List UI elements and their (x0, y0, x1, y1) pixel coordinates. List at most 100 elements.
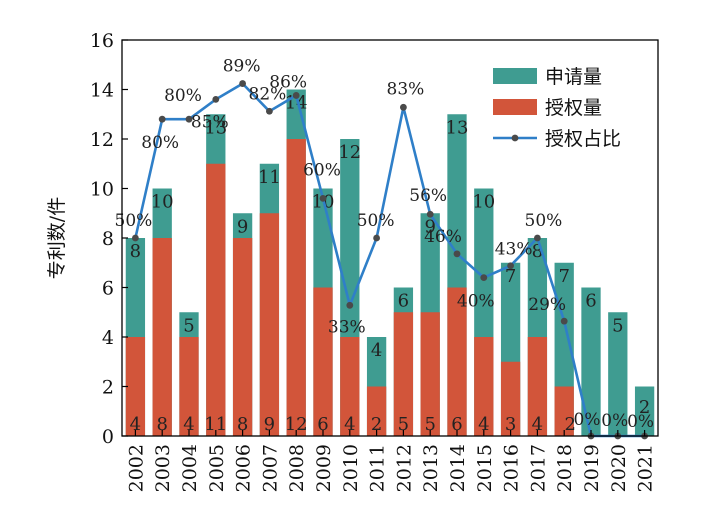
grant-label-2011: 2 (371, 414, 382, 435)
application-label-2020: 5 (612, 315, 623, 336)
x-tick-label-2003: 2003 (152, 444, 174, 492)
ratio-point-2015 (480, 274, 488, 281)
grant-label-2004: 4 (183, 414, 194, 435)
x-tick-label-2018: 2018 (554, 444, 576, 492)
grant-bar-2016 (500, 361, 521, 436)
grant-label-2017: 4 (532, 414, 543, 435)
y-tick-label-6: 6 (102, 278, 114, 300)
x-tick-label-2005: 2005 (206, 444, 228, 492)
grant-label-2002: 4 (130, 414, 141, 435)
ratio-label-2020: 0% (601, 411, 628, 431)
grant-label-2012: 5 (398, 414, 409, 435)
ratio-label-2019: 0% (574, 410, 601, 430)
application-label-2014: 13 (446, 117, 469, 138)
grant-bar-2013 (420, 312, 440, 436)
ratio-label-2010: 33% (328, 317, 366, 337)
grant-label-2003: 8 (156, 414, 167, 435)
ratio-point-2003 (158, 115, 166, 123)
y-axis-label: 专利数/件 (46, 197, 68, 279)
grant-bar-2003 (152, 238, 172, 436)
grant-bar-2011 (366, 386, 387, 436)
ratio-label-2014: 46% (424, 227, 462, 247)
y-tick-label-0: 0 (102, 426, 114, 448)
y-tick-label-12: 12 (90, 129, 114, 151)
grant-bar-2012 (393, 312, 414, 436)
x-tick-label-2017: 2017 (527, 444, 549, 492)
ratio-point-2014 (453, 250, 461, 258)
ratio-label-2016: 43% (495, 240, 533, 260)
application-label-2016: 7 (505, 266, 516, 287)
ratio-label-2011: 50% (357, 211, 395, 231)
ratio-line (134, 82, 645, 438)
x-tick-label-2009: 2009 (313, 444, 335, 492)
application-label-2007: 11 (258, 167, 281, 188)
x-tick-label-2010: 2010 (340, 444, 362, 492)
legend-swatch-grant (493, 99, 537, 115)
x-tick-label-2002: 2002 (125, 444, 147, 492)
ratio-label-2004: 80% (164, 86, 202, 106)
grant-bar-2010 (340, 337, 360, 436)
application-label-2003: 10 (151, 192, 174, 213)
application-label-2017: 8 (532, 241, 543, 262)
application-bar-2021 (634, 386, 655, 436)
ratio-point-2008 (292, 92, 300, 99)
grant-bar-2005 (206, 163, 226, 436)
grant-bar-2004 (179, 337, 199, 436)
application-label-2010: 12 (338, 142, 361, 163)
application-label-2015: 10 (472, 192, 495, 213)
grant-label-2016: 3 (505, 414, 516, 435)
legend-label-ratio: 授权占比 (545, 128, 621, 150)
y-tick-label-4: 4 (102, 327, 114, 349)
ratio-point-2017 (534, 234, 541, 242)
application-label-2005: 13 (204, 117, 227, 138)
ratio-point-2012 (400, 103, 407, 111)
x-tick-label-2007: 2007 (259, 444, 281, 492)
application-label-2013: 9 (424, 216, 435, 237)
ratio-label-2013: 56% (409, 186, 447, 206)
grant-bar-2017 (527, 337, 548, 436)
x-tick-label-2019: 2019 (581, 444, 603, 492)
y-tick-label-2: 2 (102, 377, 114, 399)
application-label-2002: 8 (130, 241, 141, 262)
ratio-point-2016 (507, 262, 514, 270)
x-tick-label-2015: 2015 (474, 444, 496, 492)
ratio-point-2013 (426, 210, 434, 218)
x-tick-label-2008: 2008 (286, 444, 308, 492)
x-tick-label-2020: 2020 (608, 444, 630, 492)
application-bar-2019 (581, 287, 601, 436)
ratio-point-2002 (132, 234, 139, 242)
grant-label-2007: 9 (264, 414, 275, 435)
y-tick-label-8: 8 (102, 228, 114, 250)
ratio-label-2018: 29% (528, 295, 566, 315)
application-label-2012: 6 (398, 291, 409, 312)
ratio-point-2018 (560, 317, 568, 325)
ratio-label-2002: 50% (115, 211, 153, 231)
ratio-point-2004 (185, 115, 193, 123)
legend-swatch-application (493, 68, 537, 84)
application-label-2018: 7 (558, 266, 569, 287)
ratio-point-2005 (212, 96, 220, 103)
x-tick-label-2012: 2012 (393, 444, 415, 492)
grant-label-2014: 6 (451, 414, 462, 435)
y-tick-label-14: 14 (90, 80, 114, 102)
x-tick-label-2006: 2006 (233, 444, 255, 492)
grant-label-2006: 8 (237, 414, 248, 435)
ratio-label-2007: 82% (249, 84, 287, 104)
grant-label-2013: 5 (424, 414, 435, 435)
ratio-label-2021: 0% (627, 412, 654, 432)
application-label-2004: 5 (183, 315, 194, 336)
grant-bar-2002 (125, 337, 146, 436)
ratio-label-2012: 83% (387, 79, 425, 99)
ratio-point-2006 (239, 80, 247, 87)
grant-label-2018: 2 (564, 414, 575, 435)
grant-bar-2009 (313, 287, 333, 436)
x-tick-label-2016: 2016 (501, 444, 523, 492)
application-label-2019: 6 (585, 291, 596, 312)
x-tick-label-2021: 2021 (635, 444, 657, 492)
x-tick-label-2014: 2014 (447, 444, 469, 492)
grant-bar-2007 (259, 213, 280, 436)
ratio-label-2005: 85% (191, 112, 229, 132)
y-tick-label-10: 10 (90, 179, 114, 201)
